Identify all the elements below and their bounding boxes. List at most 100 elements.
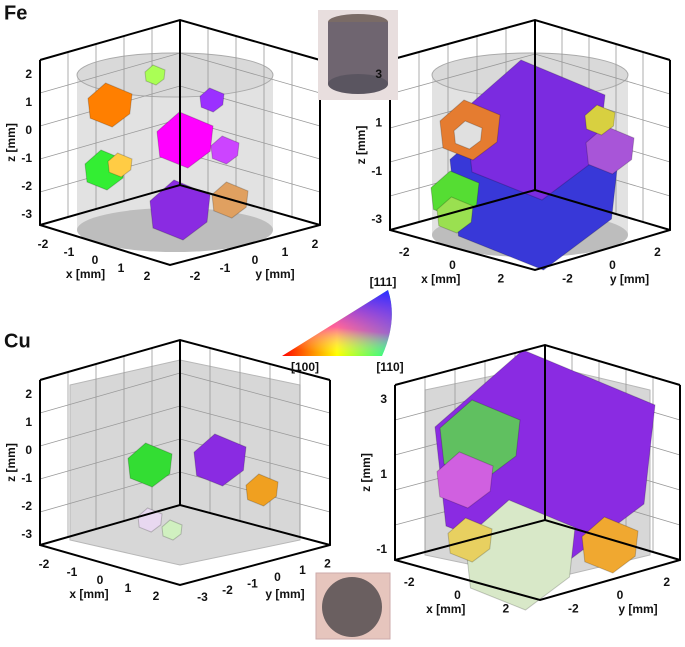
z-tick-label: -2 — [21, 499, 32, 513]
x-tick-label: 0 — [92, 253, 99, 267]
axis-label: x [mm] — [426, 602, 465, 616]
z-tick-label: 1 — [25, 95, 32, 109]
z-tick-label: 0 — [25, 443, 32, 457]
axis-label: z [mm] — [4, 123, 18, 162]
grain — [584, 104, 616, 136]
box-edge — [389, 188, 671, 231]
key-label: [111] — [370, 275, 397, 289]
grain — [107, 152, 133, 178]
volume — [69, 359, 301, 566]
x-tick-label: -1 — [64, 245, 75, 259]
z-tick-label: -3 — [21, 207, 32, 221]
y-tick-label: -2 — [190, 269, 201, 283]
grain — [193, 433, 247, 487]
panel — [389, 18, 671, 272]
z-tick-label: 1 — [380, 467, 387, 481]
axis-label: y [mm] — [255, 267, 294, 281]
z-tick-label: -1 — [371, 164, 382, 178]
key-label: [100] — [291, 360, 319, 374]
y-tick-label: -2 — [222, 583, 233, 597]
box-edge — [39, 183, 321, 226]
panel — [39, 18, 321, 267]
axis-label: y [mm] — [610, 272, 649, 286]
y-tick-label: 1 — [299, 563, 306, 577]
box-edge — [39, 503, 331, 546]
x-tick-label: 1 — [125, 581, 132, 595]
grain — [127, 442, 173, 488]
key-label: [110] — [376, 360, 403, 374]
y-tick-label: -3 — [197, 590, 208, 604]
axis-label: x [mm] — [66, 267, 105, 281]
y-tick-label: 2 — [312, 237, 319, 251]
panel — [39, 338, 331, 587]
axis-label: x [mm] — [69, 587, 108, 601]
x-tick-label: 2 — [502, 602, 509, 616]
z-tick-label: -1 — [21, 471, 32, 485]
z-tick-label: -1 — [376, 542, 387, 556]
x-tick-label: -1 — [67, 565, 78, 579]
y-tick-label: 1 — [282, 245, 289, 259]
box-edge — [394, 385, 681, 602]
grain — [199, 87, 225, 113]
z-tick-label: 0 — [25, 123, 32, 137]
panel — [394, 343, 681, 611]
grain — [87, 82, 133, 128]
y-tick-label: -1 — [247, 577, 258, 591]
cylinder-inset — [318, 10, 398, 100]
z-tick-label: 1 — [375, 116, 382, 130]
z-tick-label: 2 — [25, 67, 32, 81]
box-edge — [39, 380, 331, 587]
grain — [436, 196, 474, 234]
z-tick-label: -1 — [21, 151, 32, 165]
y-tick-label: 2 — [663, 575, 670, 589]
z-tick-label: -2 — [21, 179, 32, 193]
y-tick-label: 0 — [252, 253, 259, 267]
y-tick-label: -2 — [568, 602, 579, 616]
y-tick-label: 2 — [324, 557, 331, 571]
x-tick-label: 2 — [144, 269, 151, 283]
z-tick-label: 3 — [375, 67, 382, 81]
z-tick-label: -3 — [21, 527, 32, 541]
grain — [137, 507, 163, 533]
grain — [144, 64, 166, 86]
x-tick-label: 0 — [449, 258, 456, 272]
x-tick-label: -2 — [39, 557, 50, 571]
volume-top — [76, 52, 274, 98]
y-tick-label: 2 — [654, 245, 661, 259]
x-tick-label: -2 — [404, 575, 415, 589]
x-tick-label: 1 — [118, 261, 125, 275]
x-tick-label: 2 — [153, 589, 160, 603]
axis-label: x [mm] — [421, 272, 460, 286]
axis-label: z [mm] — [354, 126, 368, 165]
grain — [436, 451, 494, 509]
z-tick-label: -3 — [371, 212, 382, 226]
axis-label: z [mm] — [4, 443, 18, 482]
y-tick-label: 0 — [274, 570, 281, 584]
grain — [245, 473, 279, 507]
box-edge — [389, 60, 671, 272]
z-tick-label: 2 — [25, 387, 32, 401]
z-tick-label: 3 — [380, 392, 387, 406]
y-tick-label: -2 — [562, 272, 573, 286]
x-tick-label: 0 — [454, 588, 461, 602]
x-tick-label: -2 — [38, 237, 49, 251]
axis-label: y [mm] — [265, 587, 304, 601]
grain — [149, 179, 211, 241]
grain — [161, 519, 183, 541]
row-label: Cu — [4, 330, 31, 352]
x-tick-label: -2 — [399, 245, 410, 259]
axis-label: y [mm] — [618, 602, 657, 616]
grain — [581, 516, 639, 574]
grain — [453, 120, 483, 150]
y-tick-label: -1 — [220, 261, 231, 275]
axis-label: z [mm] — [359, 453, 373, 492]
z-tick-label: 1 — [25, 415, 32, 429]
cube-inset — [315, 572, 391, 640]
y-tick-label: 0 — [617, 588, 624, 602]
row-label: Fe — [4, 2, 27, 24]
grain — [464, 499, 576, 611]
x-tick-label: 0 — [97, 573, 104, 587]
box-edge — [394, 518, 681, 561]
color-key — [282, 290, 392, 356]
